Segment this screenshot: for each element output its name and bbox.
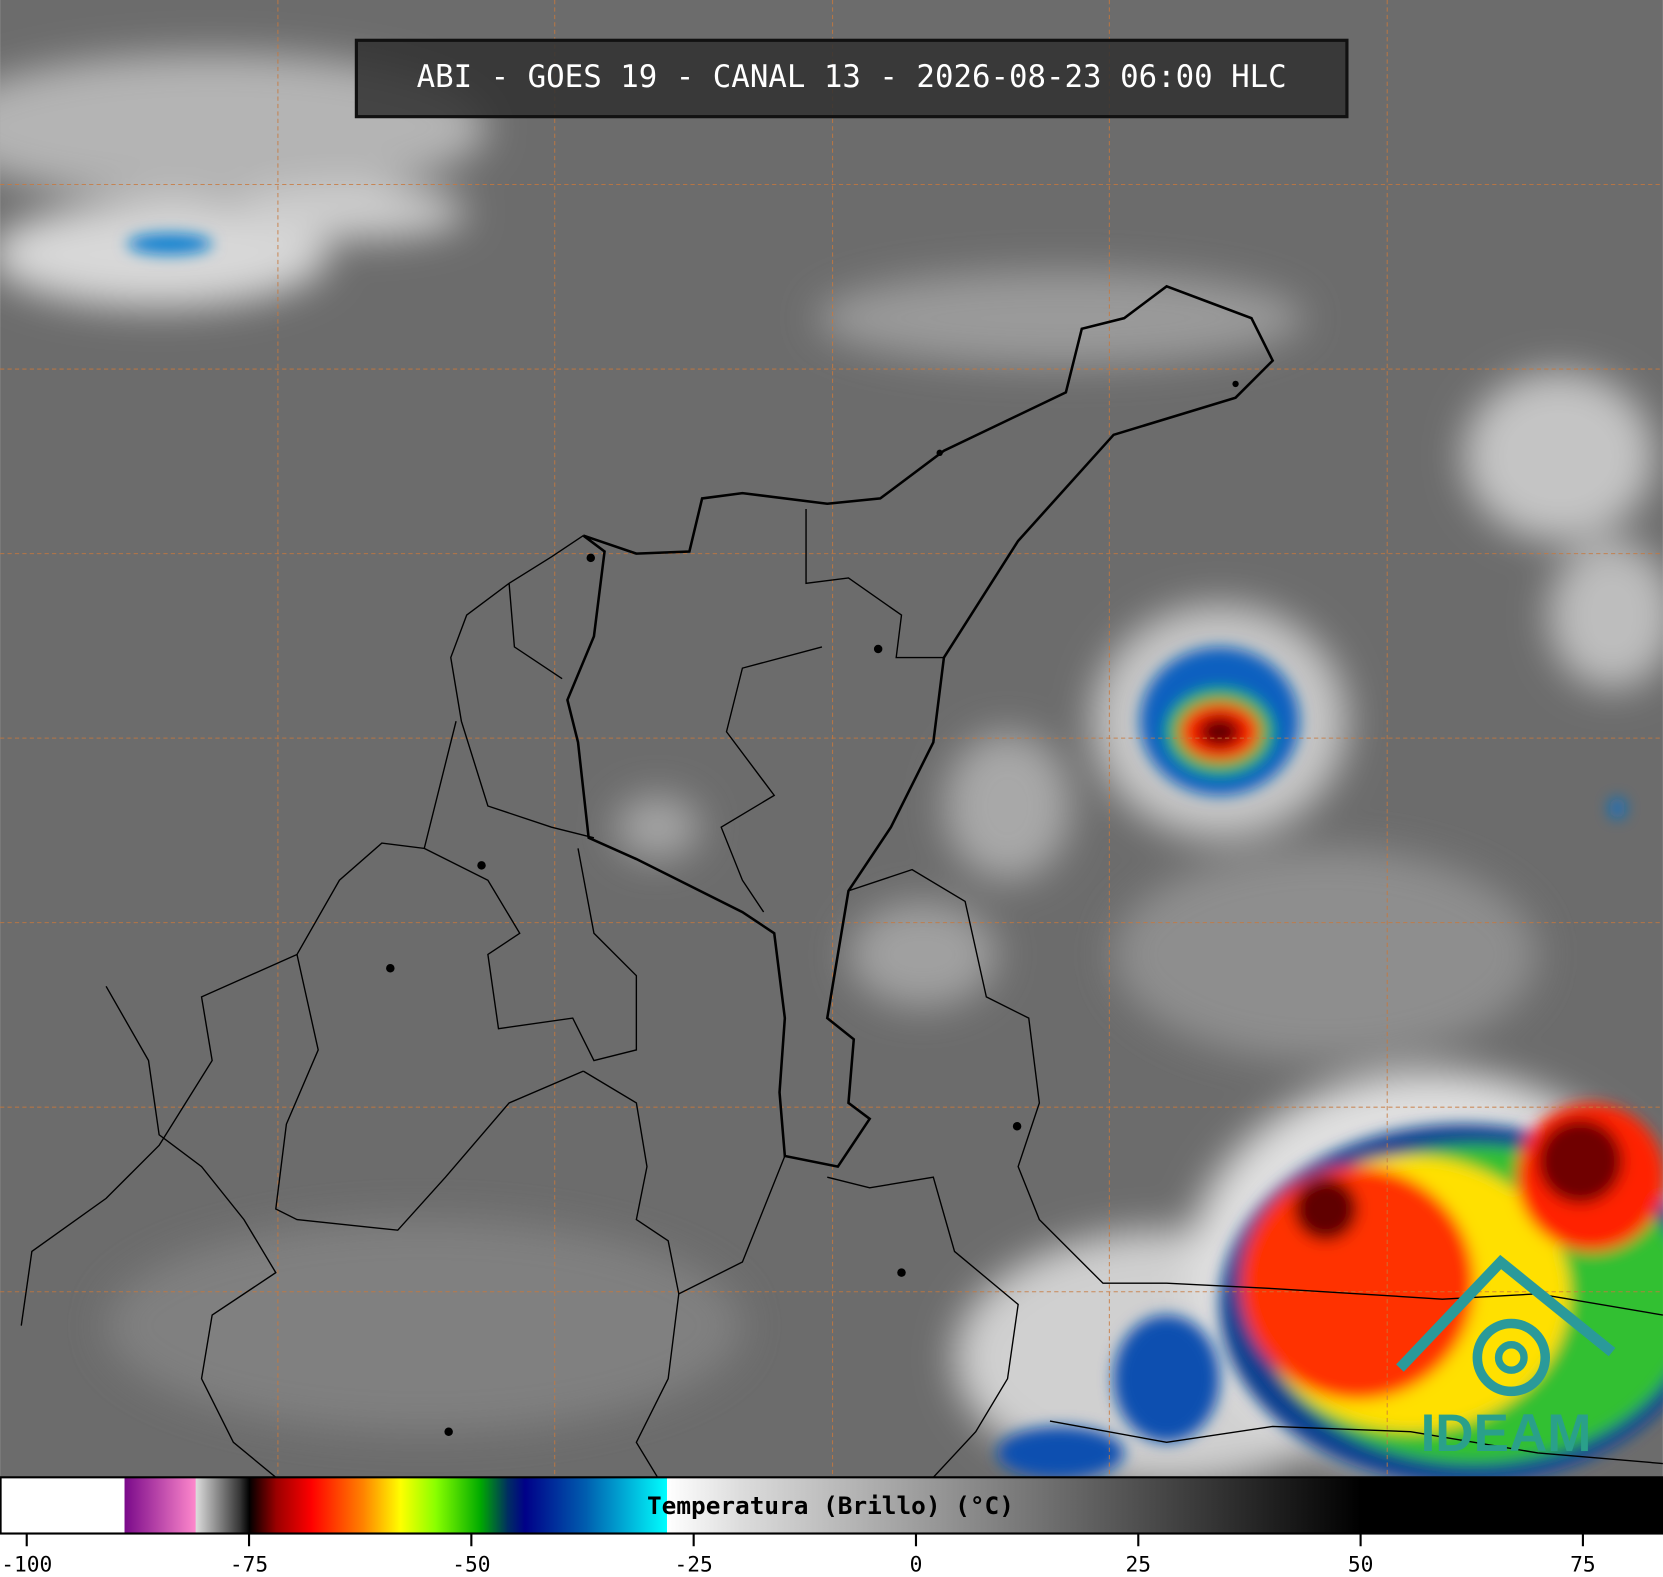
tick-label: 75 [1570,1552,1596,1577]
colorbar-segment [275,1477,312,1534]
colorbar-segment [666,1477,739,1534]
title: ABI - GOES 19 - CANAL 13 - 2026-08-23 06… [417,59,1287,95]
colorbar [0,1477,1663,1534]
tick-label: -50 [452,1552,490,1577]
logo-text: IDEAM [1421,1404,1592,1463]
colorbar-segment [124,1477,197,1534]
colorbar-segment [435,1477,481,1534]
colorbar-segment [400,1477,437,1534]
tick-label: -25 [675,1552,713,1577]
boundaries [20,284,1663,1478]
colorbar-segment [524,1477,588,1534]
logo: IDEAM [1396,1254,1616,1463]
colorbar-segment [506,1477,526,1534]
tick-label: -75 [230,1552,268,1577]
colorbar-segment [0,1477,126,1534]
colorbar-segment [195,1477,241,1534]
colorbar-segment [586,1477,668,1534]
colorbar-segment [311,1477,366,1534]
title-box [354,38,1349,119]
map: IDEAM [0,0,1663,1478]
colorbar-segment [364,1477,401,1534]
cities [386,380,1239,1436]
colorbar-segment [240,1477,250,1534]
tick-label: -100 [1,1552,52,1577]
colorbar-segment [738,1477,1362,1534]
tick-label: 50 [1348,1552,1374,1577]
tick-label: 0 [910,1552,923,1577]
colorbar-segment [249,1477,277,1534]
grid [0,0,1663,1478]
tick-label: 25 [1126,1552,1152,1577]
colorbar-segment [480,1477,508,1534]
colorbar-label: Temperatura (Brillo) (°C) [647,1491,1014,1520]
colorbar-segment [1360,1477,1663,1534]
colorbar-frame [0,1476,1663,1535]
